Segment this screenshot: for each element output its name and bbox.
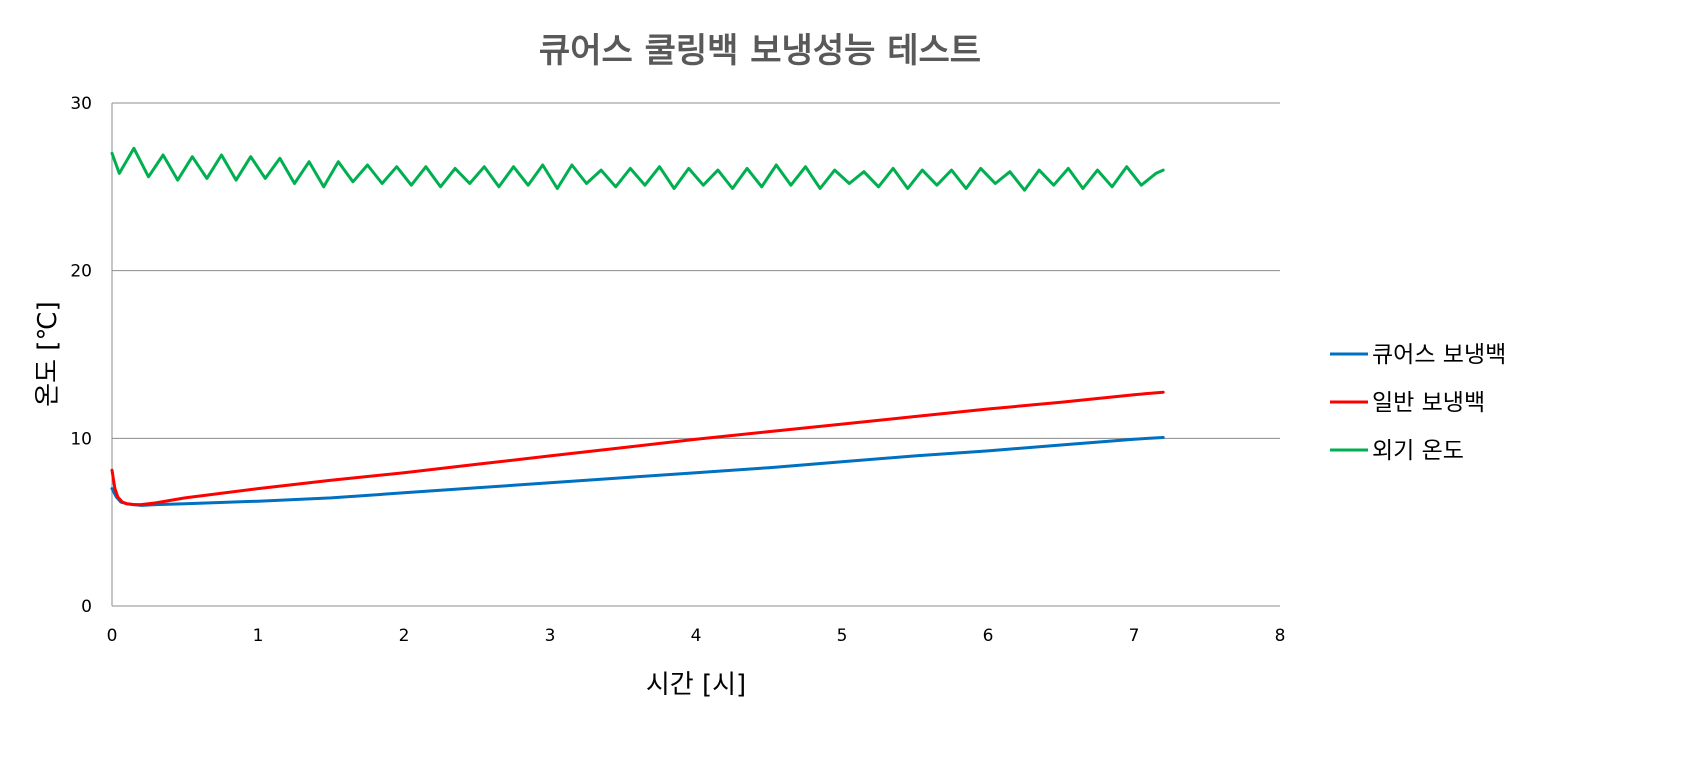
legend-label-3: 외기 온도 — [1372, 438, 1464, 464]
x-tick-label: 6 — [983, 626, 994, 646]
series-line-1 — [110, 436, 1165, 507]
legend-label-2: 일반 보냉백 — [1372, 390, 1485, 416]
x-tick-label: 0 — [107, 626, 118, 646]
legend-label-1: 큐어스 보냉백 — [1372, 342, 1506, 368]
x-tick-label: 5 — [837, 626, 848, 646]
gridlines — [112, 102, 1280, 439]
x-axis-title: 시간 [시] — [646, 670, 746, 700]
y-tick-label: 30 — [70, 94, 92, 114]
y-tick-label: 0 — [81, 597, 92, 617]
y-axis-ticks: 0 10 20 30 — [70, 94, 92, 617]
x-tick-label: 2 — [399, 626, 410, 646]
series-line-3 — [110, 146, 1165, 192]
y-tick-label: 10 — [70, 429, 92, 449]
y-axis-title: 온도 [℃] — [33, 301, 63, 407]
x-tick-label: 7 — [1129, 626, 1140, 646]
x-tick-label: 1 — [253, 626, 264, 646]
series-line-2 — [110, 390, 1165, 507]
x-tick-label: 4 — [691, 626, 702, 646]
x-tick-label: 8 — [1275, 626, 1286, 646]
axes — [111, 103, 1280, 607]
x-tick-label: 3 — [545, 626, 556, 646]
y-tick-label: 20 — [70, 262, 92, 282]
x-axis-ticks: 0 1 2 3 4 5 6 7 8 — [107, 626, 1286, 646]
data-series — [110, 146, 1165, 507]
chart-title: 큐어스 쿨링백 보냉성능 테스트 — [539, 31, 981, 71]
